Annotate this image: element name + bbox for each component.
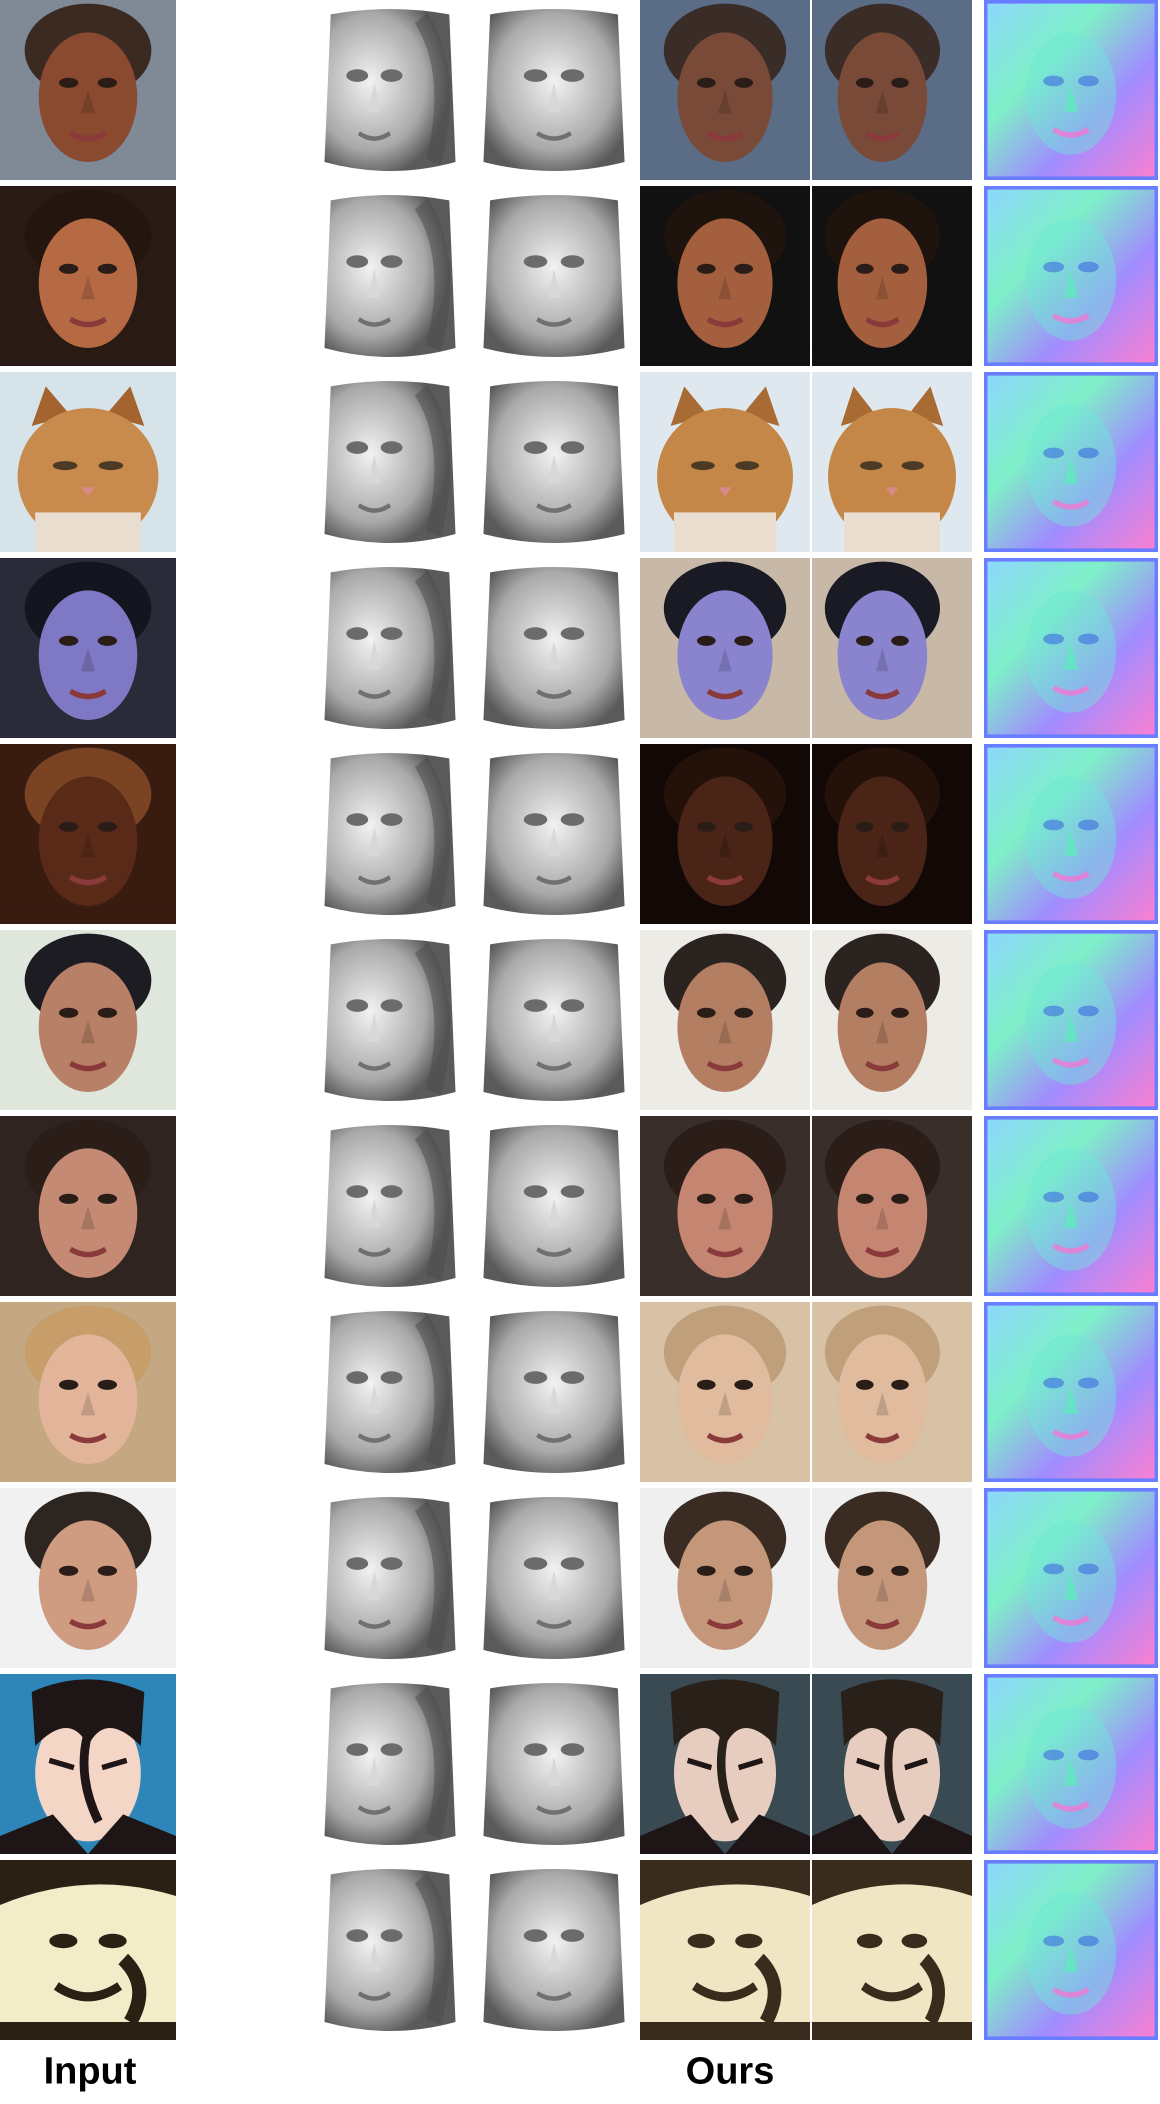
textured-render-front <box>640 1116 810 1296</box>
input-photo <box>0 1488 176 1668</box>
shaded-shape-front <box>470 186 638 366</box>
shaded-shape-side <box>312 1488 468 1668</box>
textured-render-front <box>640 1302 810 1482</box>
shaded-shape-side <box>312 1860 468 2040</box>
textured-render-front <box>640 558 810 738</box>
shaded-shape-front <box>470 558 638 738</box>
shaded-shape-side <box>312 930 468 1110</box>
textured-render-front <box>640 186 810 366</box>
shaded-shape-front <box>470 1674 638 1854</box>
normal-map <box>984 744 1158 924</box>
shaded-shape-side <box>312 558 468 738</box>
shaded-shape-side <box>312 186 468 366</box>
shaded-shape-side <box>312 1674 468 1854</box>
result-row <box>0 1488 1160 1668</box>
shaded-shape-side <box>312 1302 468 1482</box>
normal-map <box>984 930 1158 1110</box>
shaded-shape-front <box>470 1116 638 1296</box>
input-photo <box>0 0 176 180</box>
result-row <box>0 1116 1160 1296</box>
shaded-shape-side <box>312 372 468 552</box>
textured-render-front <box>640 1674 810 1854</box>
result-row <box>0 930 1160 1110</box>
normal-map <box>984 558 1158 738</box>
textured-render-front <box>640 372 810 552</box>
textured-render-front <box>640 930 810 1110</box>
textured-render-side <box>812 1860 972 2040</box>
normal-map <box>984 1302 1158 1482</box>
input-photo <box>0 372 176 552</box>
shaded-shape-front <box>470 930 638 1110</box>
result-grid <box>0 0 1160 2040</box>
input-photo <box>0 1302 176 1482</box>
result-row <box>0 1860 1160 2040</box>
textured-render-side <box>812 1116 972 1296</box>
result-row <box>0 0 1160 180</box>
shaded-shape-side <box>312 0 468 180</box>
result-row <box>0 186 1160 366</box>
input-photo <box>0 558 176 738</box>
textured-render-side <box>812 1488 972 1668</box>
normal-map <box>984 1860 1158 2040</box>
normal-map <box>984 1674 1158 1854</box>
shaded-shape-front <box>470 1860 638 2040</box>
textured-render-side <box>812 744 972 924</box>
textured-render-side <box>812 558 972 738</box>
textured-render-side <box>812 372 972 552</box>
textured-render-side <box>812 186 972 366</box>
normal-map <box>984 0 1158 180</box>
shaded-shape-front <box>470 0 638 180</box>
result-row <box>0 1302 1160 1482</box>
textured-render-front <box>640 744 810 924</box>
input-photo <box>0 744 176 924</box>
shaded-shape-front <box>470 1302 638 1482</box>
shaded-shape-front <box>470 372 638 552</box>
input-photo <box>0 1116 176 1296</box>
shaded-shape-side <box>312 1116 468 1296</box>
textured-render-side <box>812 0 972 180</box>
ours-column-label: Ours <box>685 2050 775 2093</box>
textured-render-front <box>640 0 810 180</box>
textured-render-front <box>640 1860 810 2040</box>
result-row <box>0 372 1160 552</box>
result-row <box>0 558 1160 738</box>
textured-render-side <box>812 1674 972 1854</box>
textured-render-front <box>640 1488 810 1668</box>
input-photo <box>0 930 176 1110</box>
shaded-shape-front <box>470 1488 638 1668</box>
input-photo <box>0 1860 176 2040</box>
normal-map <box>984 372 1158 552</box>
result-row <box>0 744 1160 924</box>
textured-render-side <box>812 930 972 1110</box>
shaded-shape-side <box>312 744 468 924</box>
textured-render-side <box>812 1302 972 1482</box>
input-photo <box>0 186 176 366</box>
input-photo <box>0 1674 176 1854</box>
normal-map <box>984 1116 1158 1296</box>
result-row <box>0 1674 1160 1854</box>
normal-map <box>984 186 1158 366</box>
shaded-shape-front <box>470 744 638 924</box>
input-column-label: Input <box>43 2050 137 2093</box>
normal-map <box>984 1488 1158 1668</box>
